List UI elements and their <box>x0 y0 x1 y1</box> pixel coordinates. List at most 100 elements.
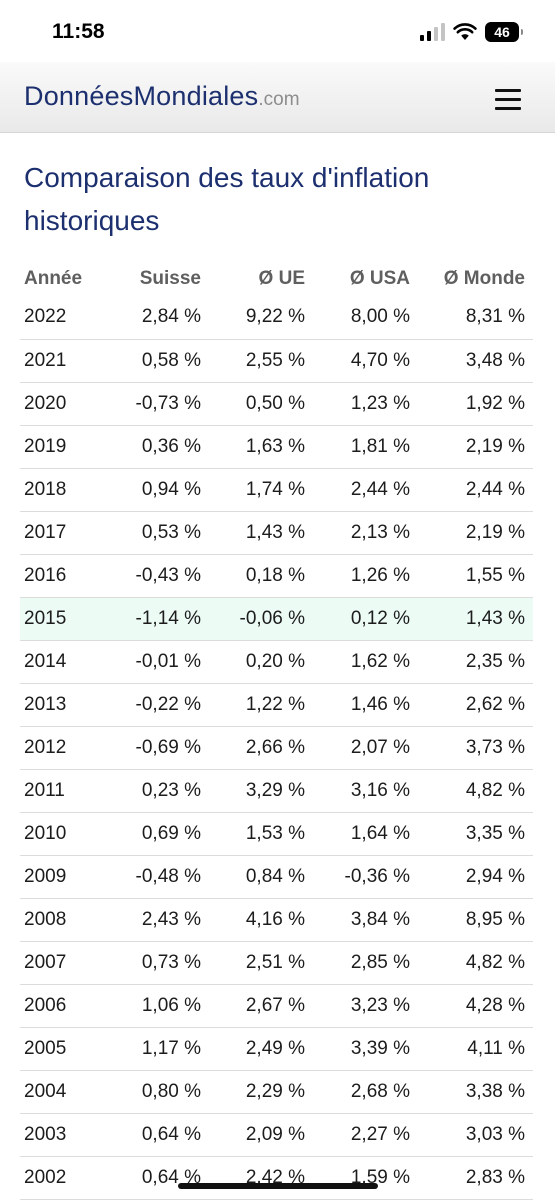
cell-usa: 3,16 % <box>313 769 418 813</box>
cell-usa: 1,62 % <box>313 640 418 684</box>
cell-suisse: 2,84 % <box>104 296 209 340</box>
cell-world: 4,82 % <box>418 941 533 985</box>
cell-usa: 3,23 % <box>313 984 418 1028</box>
table-row: 2019 0,36 % 1,63 % 1,81 % 2,19 % <box>20 425 533 469</box>
inflation-table-container: Année Suisse Ø UE Ø USA Ø Monde 2022 2,84… <box>20 262 533 1200</box>
cell-usa: 1,64 % <box>313 812 418 856</box>
cell-suisse: 0,94 % <box>104 468 209 512</box>
cell-year: 2014 <box>20 640 104 684</box>
cell-suisse: 0,23 % <box>104 769 209 813</box>
cell-eu: 2,49 % <box>209 1027 313 1071</box>
status-icons: 46 <box>420 20 523 44</box>
table-row: 2017 0,53 % 1,43 % 2,13 % 2,19 % <box>20 511 533 555</box>
header-world[interactable]: Ø Monde <box>443 268 525 289</box>
cell-usa: 8,00 % <box>313 296 418 340</box>
cell-usa: 1,23 % <box>313 382 418 426</box>
cell-suisse: 0,58 % <box>104 339 209 383</box>
cell-eu: 2,29 % <box>209 1070 313 1114</box>
cell-suisse: 0,36 % <box>104 425 209 469</box>
cell-year: 2012 <box>20 726 104 770</box>
cell-eu: 1,22 % <box>209 683 313 727</box>
cell-year: 2015 <box>20 597 104 641</box>
cell-year: 2011 <box>20 769 104 813</box>
cellular-signal-icon <box>420 23 445 41</box>
cell-usa: 2,13 % <box>313 511 418 555</box>
cell-eu: 2,09 % <box>209 1113 313 1157</box>
table-header-row: Année Suisse Ø UE Ø USA Ø Monde <box>20 262 533 296</box>
cell-eu: 1,74 % <box>209 468 313 512</box>
table-row: 2004 0,80 % 2,29 % 2,68 % 3,38 % <box>20 1070 533 1114</box>
cell-suisse: -0,73 % <box>104 382 209 426</box>
table-row: 2008 2,43 % 4,16 % 3,84 % 8,95 % <box>20 898 533 942</box>
site-logo[interactable]: DonnéesMondiales.com <box>24 81 300 112</box>
cell-eu: -0,06 % <box>209 597 313 641</box>
cell-world: 3,35 % <box>418 812 533 856</box>
cell-suisse: 2,43 % <box>104 898 209 942</box>
cell-suisse: -0,43 % <box>104 554 209 598</box>
cell-eu: 4,16 % <box>209 898 313 942</box>
header-suisse[interactable]: Suisse <box>139 268 201 289</box>
table-row: 2018 0,94 % 1,74 % 2,44 % 2,44 % <box>20 468 533 512</box>
cell-eu: 2,66 % <box>209 726 313 770</box>
cell-eu: 0,18 % <box>209 554 313 598</box>
cell-eu: 2,51 % <box>209 941 313 985</box>
cell-world: 8,95 % <box>418 898 533 942</box>
cell-year: 2004 <box>20 1070 104 1114</box>
logo-tld: .com <box>258 89 300 110</box>
cell-year: 2020 <box>20 382 104 426</box>
table-row: 2012 -0,69 % 2,66 % 2,07 % 3,73 % <box>20 726 533 770</box>
cell-usa: 1,46 % <box>313 683 418 727</box>
wifi-icon <box>453 23 477 40</box>
cell-world: 1,92 % <box>418 382 533 426</box>
cell-world: 4,28 % <box>418 984 533 1028</box>
cell-eu: 1,43 % <box>209 511 313 555</box>
cell-world: 4,11 % <box>418 1027 533 1071</box>
hamburger-menu-icon[interactable] <box>495 89 521 111</box>
battery-icon: 46 <box>485 22 523 42</box>
table-row: 2010 0,69 % 1,53 % 1,64 % 3,35 % <box>20 812 533 856</box>
table-row: 2006 1,06 % 2,67 % 3,23 % 4,28 % <box>20 984 533 1028</box>
cell-year: 2018 <box>20 468 104 512</box>
cell-year: 2016 <box>20 554 104 598</box>
cell-eu: 1,53 % <box>209 812 313 856</box>
table-row: 2021 0,58 % 2,55 % 4,70 % 3,48 % <box>20 339 533 383</box>
cell-world: 2,83 % <box>418 1156 533 1200</box>
cell-eu: 0,20 % <box>209 640 313 684</box>
table-row: 2014 -0,01 % 0,20 % 1,62 % 2,35 % <box>20 640 533 684</box>
site-header: DonnéesMondiales.com <box>0 62 555 133</box>
cell-eu: 0,84 % <box>209 855 313 899</box>
cell-usa: 2,27 % <box>313 1113 418 1157</box>
cell-suisse: -1,14 % <box>104 597 209 641</box>
cell-year: 2005 <box>20 1027 104 1071</box>
cell-suisse: -0,48 % <box>104 855 209 899</box>
cell-world: 2,62 % <box>418 683 533 727</box>
inflation-table: Année Suisse Ø UE Ø USA Ø Monde 2022 2,84… <box>20 262 533 1200</box>
cell-usa: 1,81 % <box>313 425 418 469</box>
table-row: 2016 -0,43 % 0,18 % 1,26 % 1,55 % <box>20 554 533 598</box>
cell-world: 2,19 % <box>418 425 533 469</box>
header-eu[interactable]: Ø UE <box>258 268 305 289</box>
cell-eu: 2,55 % <box>209 339 313 383</box>
cell-year: 2017 <box>20 511 104 555</box>
status-bar: 11:58 46 <box>0 0 555 62</box>
page-title: Comparaison des taux d'inflation histori… <box>24 162 430 236</box>
cell-world: 3,73 % <box>418 726 533 770</box>
cell-year: 2006 <box>20 984 104 1028</box>
cell-suisse: 0,64 % <box>104 1156 209 1200</box>
cell-usa: 4,70 % <box>313 339 418 383</box>
cell-eu: 3,29 % <box>209 769 313 813</box>
cell-year: 2022 <box>20 296 104 340</box>
cell-eu: 2,67 % <box>209 984 313 1028</box>
cell-world: 2,19 % <box>418 511 533 555</box>
logo-brand: DonnéesMondiales <box>24 81 259 111</box>
header-usa[interactable]: Ø USA <box>349 268 410 289</box>
cell-usa: -0,36 % <box>313 855 418 899</box>
cell-eu: 0,50 % <box>209 382 313 426</box>
cell-world: 1,43 % <box>418 597 533 641</box>
cell-suisse: 1,17 % <box>104 1027 209 1071</box>
cell-year: 2021 <box>20 339 104 383</box>
header-year[interactable]: Année <box>24 268 83 289</box>
table-row: 2009 -0,48 % 0,84 % -0,36 % 2,94 % <box>20 855 533 899</box>
table-row: 2022 2,84 % 9,22 % 8,00 % 8,31 % <box>20 296 533 340</box>
table-body: 2022 2,84 % 9,22 % 8,00 % 8,31 % 2021 0,58 % 2,… <box>20 296 533 1200</box>
